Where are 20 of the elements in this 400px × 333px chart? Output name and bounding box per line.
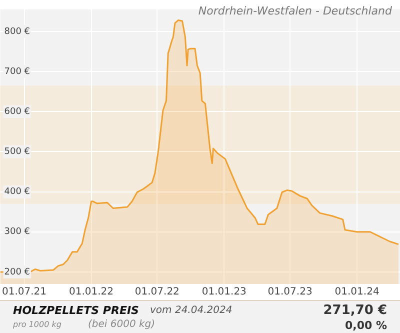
y-tick-label: 700 € <box>4 66 30 77</box>
text: vom 24.04.2024 <box>150 305 232 316</box>
x-tick-label: 01.01.22 <box>68 286 114 298</box>
x-tick-label: 01.07.22 <box>134 286 180 298</box>
y-tick-label: 500 € <box>4 147 30 158</box>
y-tick-label: 400 € <box>4 187 30 198</box>
text: (bei 6000 kg) <box>88 319 156 330</box>
y-tick-label: 600 € <box>4 106 30 117</box>
chart-title: Nordrhein-Westfalen - Deutschland <box>198 4 394 18</box>
y-tick-label: 200 € <box>4 267 30 278</box>
text: HOLZPELLETS PREIS <box>13 304 139 317</box>
x-tick-label: 01.01.24 <box>334 286 380 298</box>
x-tick-label: 01.01.23 <box>202 286 246 298</box>
x-tick-label: 01.07.21 <box>2 286 47 298</box>
x-tick-label: 01.07.23 <box>268 286 312 298</box>
text: 271,70 € <box>323 303 387 318</box>
text: 0,00 % <box>345 319 387 332</box>
y-tick-label: 300 € <box>4 227 30 238</box>
text: pro 1000 kg <box>13 320 62 329</box>
y-tick-label: 800 € <box>4 26 30 37</box>
